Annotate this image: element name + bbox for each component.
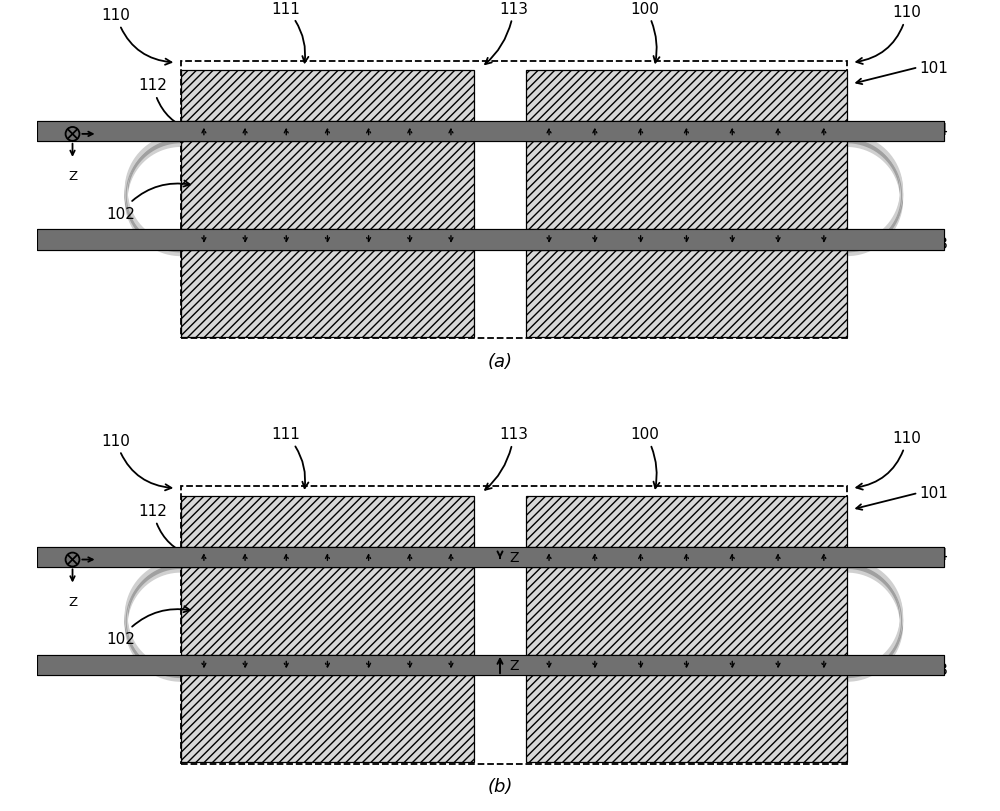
Bar: [181, 567, 474, 655]
Bar: [181, 676, 474, 762]
Text: 110: 110: [102, 433, 171, 491]
Bar: [37, 122, 944, 142]
Text: Z: Z: [509, 550, 519, 564]
Bar: [526, 567, 847, 655]
Text: (b): (b): [487, 778, 513, 796]
Text: 102: 102: [106, 607, 190, 646]
Text: 113: 113: [485, 2, 528, 65]
Text: 101: 101: [919, 486, 948, 500]
Text: 113: 113: [919, 237, 948, 252]
Text: 111: 111: [271, 2, 308, 63]
Text: 100: 100: [631, 427, 660, 488]
Bar: [526, 71, 847, 122]
Text: 113: 113: [485, 427, 528, 490]
Bar: [37, 655, 944, 676]
Text: (a): (a): [488, 353, 512, 371]
Text: Z: Z: [68, 169, 77, 182]
Bar: [526, 676, 847, 762]
Bar: [181, 62, 847, 339]
Bar: [37, 655, 944, 676]
Text: 102: 102: [106, 182, 190, 221]
Bar: [181, 251, 474, 337]
Text: 100: 100: [631, 2, 660, 63]
Text: 114: 114: [919, 122, 948, 138]
Text: 110: 110: [102, 8, 171, 66]
Text: Z: Z: [68, 595, 77, 608]
Text: 110: 110: [856, 6, 922, 65]
Text: 112: 112: [139, 79, 190, 131]
Bar: [37, 122, 944, 142]
Bar: [526, 496, 847, 547]
Text: 114: 114: [919, 547, 948, 563]
Bar: [37, 230, 944, 251]
Text: Z: Z: [509, 659, 519, 672]
Bar: [526, 251, 847, 337]
Text: Y: Y: [102, 553, 110, 566]
Bar: [526, 142, 847, 230]
Bar: [181, 487, 847, 764]
Text: 101: 101: [919, 61, 948, 75]
Text: 112: 112: [139, 504, 190, 556]
Bar: [181, 71, 474, 122]
Bar: [37, 547, 944, 567]
Text: X: X: [50, 128, 60, 141]
Bar: [181, 142, 474, 230]
Text: 110: 110: [856, 431, 922, 490]
Text: 113: 113: [919, 663, 948, 677]
Bar: [37, 547, 944, 567]
Bar: [37, 230, 944, 251]
Text: X: X: [50, 553, 60, 566]
Text: Y: Y: [102, 128, 110, 141]
Text: 111: 111: [271, 427, 308, 488]
Bar: [181, 496, 474, 547]
